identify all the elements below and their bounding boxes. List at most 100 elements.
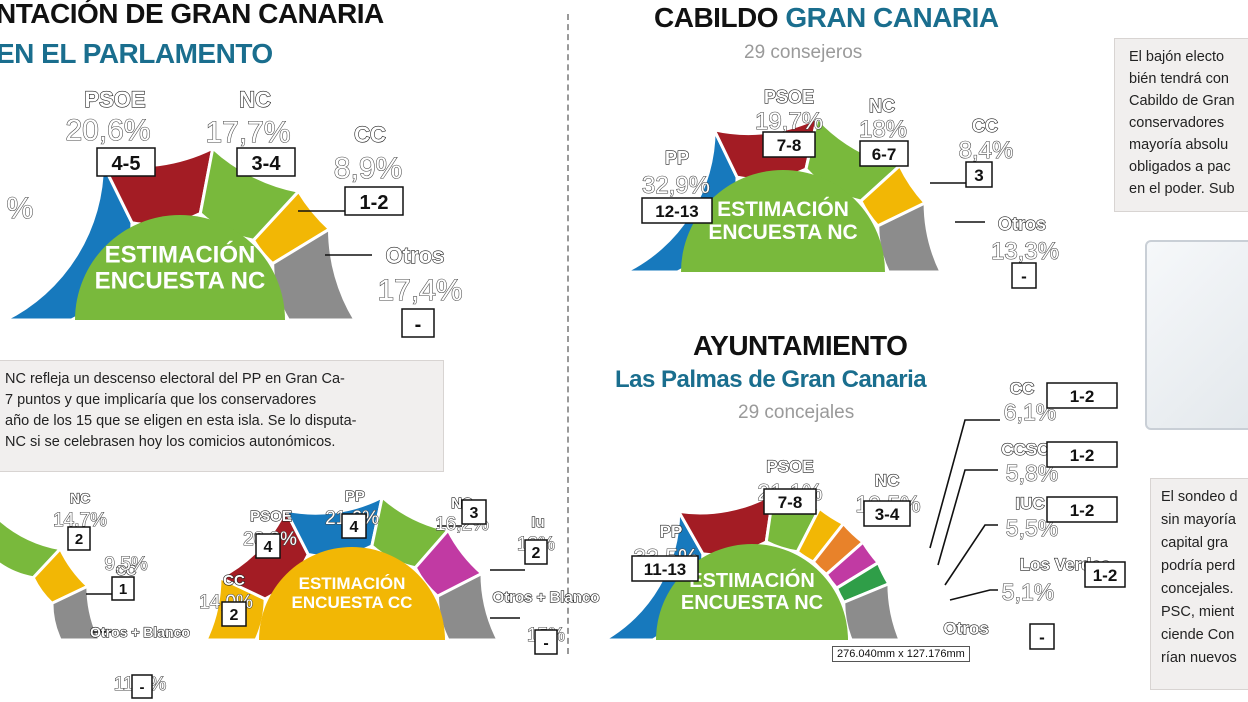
- ayuntamiento-title: AYUNTAMIENTO: [693, 330, 908, 361]
- chart4-slice-otros: [842, 581, 903, 642]
- panel-left-line-2: 7 puntos y que implicaría que los conser…: [5, 392, 317, 408]
- chart2-party-label-otros: Otros + Blanco: [90, 624, 190, 640]
- chart3-party-label-pp: PP: [345, 488, 365, 505]
- chart2-seat-label-nc: 2: [75, 531, 83, 548]
- panel-right-bottom-line-5: concejales.: [1161, 581, 1234, 597]
- chart2-party-label-nc: NC: [70, 490, 90, 506]
- chart3-seat-label-nc: 3: [470, 505, 479, 522]
- chart0-party-label-psoe: PSOE: [84, 87, 145, 112]
- chart0-seat-label-nc: 3-4: [252, 153, 282, 175]
- chart3-inner-panel: [259, 547, 445, 640]
- chart4-seat-box-pp: [631, 555, 699, 582]
- ayuntamiento-seats-subtitle: 29 concejales: [738, 402, 855, 423]
- chart1-seat-box-otros: [1011, 262, 1037, 289]
- panel-right-top-line-2: bién tendrá con: [1129, 71, 1229, 87]
- panel-right-bottom: El sondeo d sin mayoría capital gra podr…: [1150, 478, 1248, 690]
- cabildo-title-blue: GRAN CANARIA: [785, 2, 999, 33]
- chart1-party-label-psoe: PSOE: [764, 87, 814, 107]
- chart4-seat-box-losverdes: [1084, 561, 1126, 588]
- chart1-inner-label-1: ENCUESTA NC: [708, 221, 857, 244]
- panel-left: NC refleja un descenso electoral del PP …: [0, 360, 444, 472]
- chart3-seat-label-cc: 2: [230, 607, 239, 624]
- chart4-seat-box-iuc: [1046, 496, 1118, 523]
- panel-right-bottom-line-2: sin mayoría: [1161, 512, 1236, 528]
- chart2-seat-box-cc: [111, 576, 135, 601]
- panel-left-line-3: año de los 15 que se eligen en esta isla…: [5, 413, 357, 429]
- chart1-party-label-nc: NC: [869, 96, 895, 116]
- chart2-pct-label-cc: 9,5%: [104, 554, 147, 575]
- chart3-party-label-iuc: Iu: [531, 514, 544, 531]
- chart3-seat-label-psoe: 4: [264, 539, 273, 556]
- panel-right-top-line-3: Cabildo de Gran: [1129, 93, 1235, 109]
- chart4-pct-label-losverdes: 5,1%: [1002, 579, 1054, 605]
- chart4-seat-box-otros: [1029, 623, 1055, 650]
- chart4-party-label-iuc: IUC: [1015, 494, 1044, 513]
- chart1-pct-label-pp: 32,9%: [642, 172, 710, 199]
- chart4-party-label-nc: NC: [875, 471, 900, 490]
- chart3-seat-box-pp: [341, 513, 367, 539]
- parlamento-subtitle: EN EL PARLAMENTO: [0, 38, 273, 69]
- chart2-pct-label-nc: 14,7%: [53, 510, 107, 531]
- chart2-seat-label-cc: 1: [119, 581, 127, 598]
- chart1-party-label-cc: CC: [972, 116, 998, 136]
- chart0-seat-box-otros: [401, 308, 435, 338]
- chart1-slice-otros: [876, 200, 944, 274]
- chart0-pct-label-nc: 17,7%: [205, 116, 290, 149]
- chart3-seat-box-psoe: [255, 533, 281, 559]
- chart0-inner-label-0: ESTIMACIÓN: [105, 240, 256, 268]
- chart0-inner-label-1: ENCUESTA NC: [95, 267, 266, 294]
- panel-right-bottom-line-8: rían nuevos: [1161, 650, 1237, 666]
- panel-left-line-1: NC refleja un descenso electoral del PP …: [5, 371, 345, 387]
- chart4-seat-box-nc: [863, 500, 911, 527]
- panel-right-top-line-1: El bajón electo: [1129, 49, 1225, 65]
- chart4-leader-iuc: [944, 524, 998, 586]
- chart0-seat-label-psoe: 4-5: [112, 153, 141, 175]
- chart3-party-label-cc: CC: [223, 572, 245, 589]
- chart1-seat-label-otros: -: [1021, 267, 1027, 286]
- chart1-seat-label-psoe: 7-8: [777, 136, 802, 155]
- chart4-seat-label-pp: 11-13: [644, 560, 687, 579]
- chart0-pct-label-psoe: 20,6%: [65, 114, 150, 147]
- cabildo-title-black: CABILDO: [654, 2, 779, 33]
- chart3-party-label-psoe: PSOE: [250, 508, 292, 525]
- panel-right-top: El bajón electo bién tendrá con Cabildo …: [1114, 38, 1248, 212]
- chart0-inner-panel: [75, 215, 285, 320]
- chart4-seat-label-cc: 1-2: [1070, 387, 1095, 406]
- chart4-seat-label-psoe: 7-8: [778, 493, 803, 512]
- chart4-seat-box-cc: [1046, 382, 1118, 409]
- chart1-inner-label-0: ESTIMACIÓN: [717, 197, 849, 221]
- parlamento-title: NTACIÓN DE GRAN CANARIA: [0, 0, 384, 29]
- chart4-leader-losverdes: [949, 589, 998, 601]
- chart1-pct-label-nc: 18%: [859, 116, 907, 143]
- chart4-seat-label-ccsca: 1-2: [1070, 446, 1095, 465]
- chart0-seat-label-otros: -: [415, 314, 422, 336]
- panel-right-top-line-4: conservadores: [1129, 115, 1225, 131]
- chart1-inner-panel: [681, 170, 885, 272]
- chart1-seat-box-pp: [641, 197, 713, 224]
- chart1-seat-label-nc: 6-7: [872, 145, 897, 164]
- chart3-seat-box-iuc: [524, 539, 548, 565]
- chart4-inner-panel: [656, 544, 848, 640]
- chart3-seat-label-pp: 4: [350, 519, 359, 536]
- chart2-slice-otros: [50, 583, 103, 642]
- chart2-party-label-cc: CC: [116, 562, 136, 578]
- chart1-seat-box-cc: [965, 161, 993, 188]
- chart1-seat-box-psoe: [762, 131, 816, 158]
- chart1-party-label-otros: Otros: [998, 214, 1046, 234]
- panel-left-line-4: NC si se celebrasen hoy los comicios aut…: [5, 434, 336, 450]
- chart3-seat-box-otros: [534, 629, 558, 655]
- chart1-party-label-pp: PP: [665, 148, 689, 168]
- panel-right-bottom-line-7: ciende Con: [1161, 627, 1235, 643]
- chart4-party-label-psoe: PSOE: [766, 457, 813, 476]
- panel-right-top-line-7: en el poder. Sub: [1129, 181, 1235, 197]
- panel-right-bottom-line-4: podría perd: [1161, 558, 1236, 574]
- chart4-leader-ccsca: [937, 469, 998, 566]
- chart4-seat-box-ccsca: [1046, 441, 1118, 468]
- ballot-box-illustration: [1145, 240, 1248, 430]
- chart1-seat-label-cc: 3: [974, 166, 983, 185]
- chart0-seat-box-nc: [236, 147, 296, 177]
- chart4-leader-cc: [929, 419, 1000, 549]
- panel-right-top-line-5: mayoría absolu: [1129, 137, 1229, 153]
- cabildo-title: CABILDO GRAN CANARIA: [654, 2, 999, 34]
